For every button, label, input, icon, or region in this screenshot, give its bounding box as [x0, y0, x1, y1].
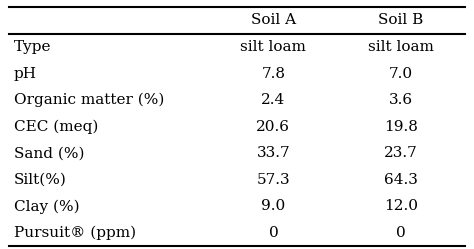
- Text: 0: 0: [396, 226, 406, 240]
- Text: Soil B: Soil B: [378, 13, 423, 27]
- Text: 64.3: 64.3: [384, 173, 418, 187]
- Text: 23.7: 23.7: [384, 146, 418, 160]
- Text: 7.0: 7.0: [389, 66, 413, 80]
- Text: silt loam: silt loam: [240, 40, 306, 54]
- Text: 3.6: 3.6: [389, 93, 413, 107]
- Text: Clay (%): Clay (%): [14, 199, 80, 213]
- Text: CEC (meq): CEC (meq): [14, 120, 99, 134]
- Text: Organic matter (%): Organic matter (%): [14, 93, 164, 107]
- Text: silt loam: silt loam: [368, 40, 434, 54]
- Text: Silt(%): Silt(%): [14, 173, 67, 187]
- Text: 20.6: 20.6: [256, 120, 291, 134]
- Text: Soil A: Soil A: [251, 13, 296, 27]
- Text: 0: 0: [269, 226, 278, 240]
- Text: Type: Type: [14, 40, 52, 54]
- Text: 9.0: 9.0: [261, 199, 285, 213]
- Text: 57.3: 57.3: [256, 173, 290, 187]
- Text: 19.8: 19.8: [384, 120, 418, 134]
- Text: 12.0: 12.0: [384, 199, 418, 213]
- Text: pH: pH: [14, 66, 37, 80]
- Text: 2.4: 2.4: [261, 93, 285, 107]
- Text: Pursuit® (ppm): Pursuit® (ppm): [14, 226, 136, 240]
- Text: 33.7: 33.7: [256, 146, 290, 160]
- Text: Sand (%): Sand (%): [14, 146, 84, 160]
- Text: 7.8: 7.8: [261, 66, 285, 80]
